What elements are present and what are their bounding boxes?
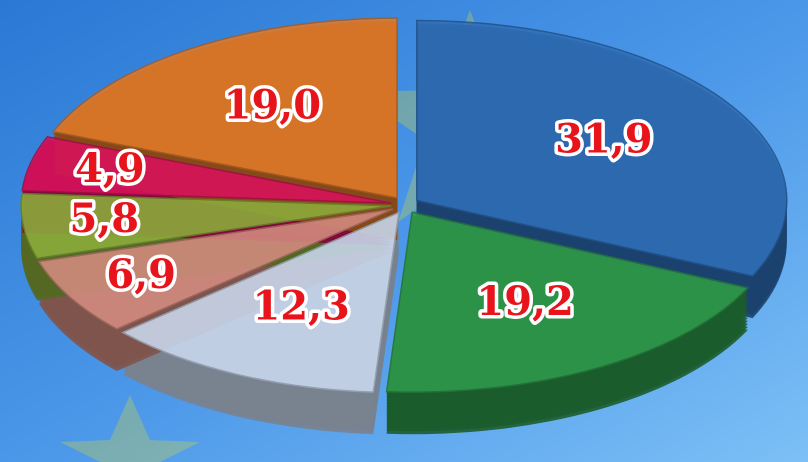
slice (385, 211, 750, 393)
data-label: 31,9 (555, 115, 652, 162)
slice (21, 136, 392, 204)
slice (37, 208, 394, 330)
data-label: 12,3 (252, 283, 349, 330)
pie: 31,9 19,2 12,3 6,9 5,84,9 19,0 (20, 17, 788, 435)
slice (121, 211, 400, 393)
data-label: 4,9 (75, 145, 145, 192)
slice (416, 19, 788, 277)
data-label: 19,2 (476, 278, 573, 325)
data-label: 19,0 (224, 82, 321, 129)
star-decoration (60, 395, 200, 462)
slice (20, 192, 392, 260)
slice (51, 17, 398, 199)
data-label: 6,9 (106, 251, 176, 298)
data-label: 5,8 (70, 195, 140, 242)
